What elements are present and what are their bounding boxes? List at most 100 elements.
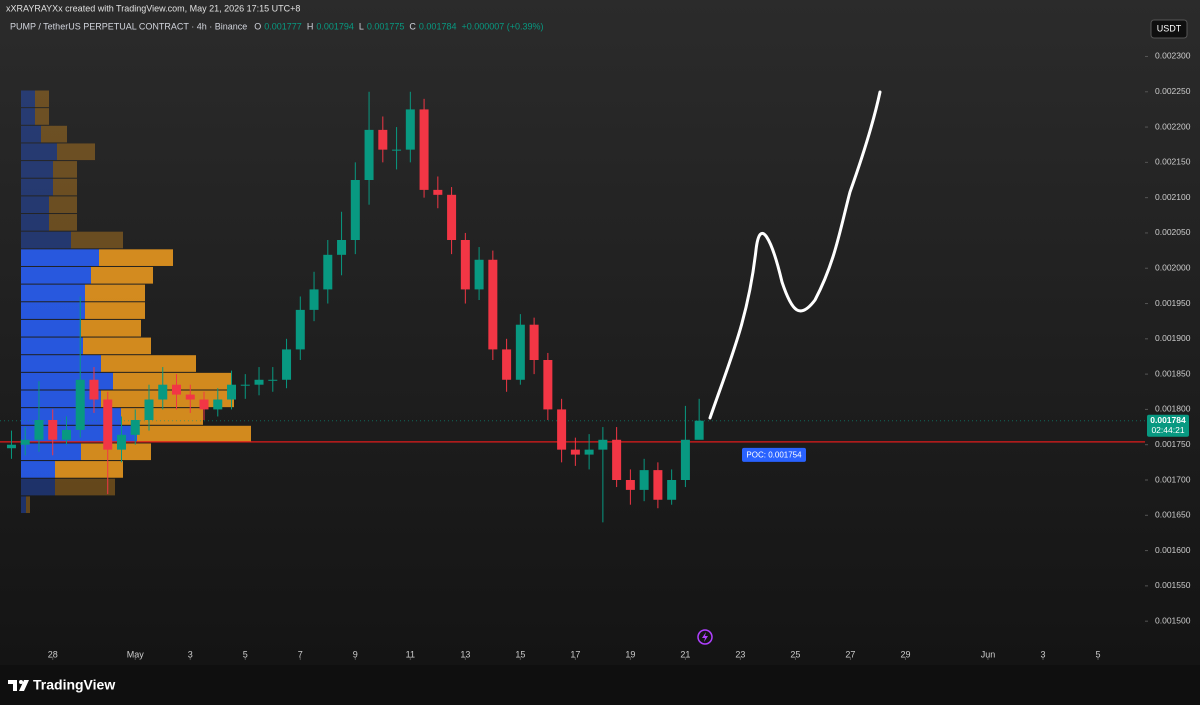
candle-body xyxy=(61,429,71,440)
profile-buy xyxy=(21,496,26,514)
profile-buy xyxy=(21,231,71,249)
profile-sell xyxy=(71,231,123,249)
profile-sell xyxy=(121,408,203,425)
ohlc-key: C xyxy=(409,21,416,31)
profile-sell xyxy=(57,143,95,161)
candle-body xyxy=(625,480,635,490)
x-tick-label: May xyxy=(127,649,145,659)
profile-buy xyxy=(21,302,85,319)
y-tick-label: 0.002150 xyxy=(1155,157,1191,167)
profile-sell xyxy=(26,496,30,514)
candle-body xyxy=(158,384,168,400)
candle-body xyxy=(240,384,250,386)
candle-body xyxy=(350,180,360,240)
profile-sell xyxy=(81,319,141,337)
candle-body xyxy=(20,439,30,445)
x-tick-label: 25 xyxy=(790,649,800,659)
candle-body xyxy=(75,379,85,430)
ohlc-key: L xyxy=(359,21,364,31)
x-tick-label: 9 xyxy=(353,649,358,659)
candle-body xyxy=(116,434,126,450)
profile-buy xyxy=(21,108,35,125)
ohlc-value: 0.001775 xyxy=(367,21,405,31)
candle-body xyxy=(433,189,443,195)
candle-body xyxy=(48,420,58,440)
profile-sell xyxy=(85,284,145,302)
currency[interactable]: USDT xyxy=(1157,23,1182,33)
last-price-label: 0.001784 xyxy=(1150,415,1186,425)
candle-body xyxy=(337,240,347,255)
y-tick-label: 0.002200 xyxy=(1155,121,1191,131)
candle-body xyxy=(364,129,374,180)
x-tick-label: 5 xyxy=(243,649,248,659)
y-tick-label: 0.001750 xyxy=(1155,439,1191,449)
x-tick-label: 13 xyxy=(460,649,470,659)
profile-sell xyxy=(113,372,231,390)
x-tick-label: 21 xyxy=(680,649,690,659)
candle-body xyxy=(570,449,580,455)
candle-body xyxy=(460,240,470,290)
profile-buy xyxy=(21,125,41,143)
candle-body xyxy=(199,399,209,410)
ohlc-value: 0.001777 xyxy=(264,21,302,31)
profile-sell xyxy=(49,214,77,231)
profile-sell xyxy=(81,443,151,461)
profile-sell xyxy=(99,249,173,266)
logo-mark xyxy=(8,680,29,691)
logo: TradingView xyxy=(8,677,115,693)
ohlc-value: 0.001784 xyxy=(419,21,457,31)
y-tick-label: 0.002100 xyxy=(1155,192,1191,202)
poc-label: POC: 0.001754 xyxy=(746,450,802,459)
y-tick-label: 0.001800 xyxy=(1155,404,1191,414)
candle-body xyxy=(378,129,388,150)
candle-body xyxy=(653,470,663,500)
y-tick-label: 0.002300 xyxy=(1155,51,1191,61)
y-tick-label: 0.002050 xyxy=(1155,227,1191,237)
profile-buy xyxy=(21,390,101,408)
candle-body xyxy=(405,109,415,150)
profile-sell xyxy=(35,90,49,108)
y-tick-label: 0.001850 xyxy=(1155,368,1191,378)
candle-body xyxy=(172,384,182,395)
profile-sell xyxy=(85,302,145,319)
candle-body xyxy=(392,149,402,151)
candle-body xyxy=(598,439,608,450)
candle-body xyxy=(254,379,264,385)
candle-body xyxy=(612,439,622,480)
profile-sell xyxy=(41,125,67,143)
candle-body xyxy=(680,439,690,480)
profile-buy xyxy=(21,443,81,461)
x-tick-label: 29 xyxy=(900,649,910,659)
x-tick-label: 28 xyxy=(48,649,58,659)
candle-body xyxy=(185,394,195,400)
y-tick-label: 0.001500 xyxy=(1155,615,1191,625)
currency-button[interactable] xyxy=(1150,19,1188,39)
profile-sell xyxy=(91,266,153,284)
footer xyxy=(0,665,1200,705)
profile-buy xyxy=(21,478,55,496)
profile-buy xyxy=(21,319,81,337)
candle-body xyxy=(6,444,16,449)
candle-body xyxy=(89,379,99,400)
x-tick-label: Jun xyxy=(981,649,996,659)
candle-body xyxy=(323,254,333,290)
profile-sell xyxy=(55,478,115,496)
brand: TradingView xyxy=(33,677,115,693)
y-tick-label: 0.001550 xyxy=(1155,580,1191,590)
event-icon[interactable] xyxy=(697,629,713,645)
candle-body xyxy=(447,194,457,240)
candle-body xyxy=(34,420,44,440)
x-tick-label: 7 xyxy=(298,649,303,659)
y-tick-label: 0.001900 xyxy=(1155,333,1191,343)
last-price-tag xyxy=(1147,414,1189,437)
candle-body xyxy=(543,360,553,410)
profile-buy xyxy=(21,249,99,266)
candle-body xyxy=(227,384,237,400)
profile-sell xyxy=(53,178,77,196)
profile-buy xyxy=(21,178,53,196)
y-tick-label: 0.002250 xyxy=(1155,86,1191,96)
candle-body xyxy=(103,399,113,450)
ohlc-key: H xyxy=(307,21,314,31)
candle-body xyxy=(488,259,498,350)
profile-buy xyxy=(21,284,85,302)
